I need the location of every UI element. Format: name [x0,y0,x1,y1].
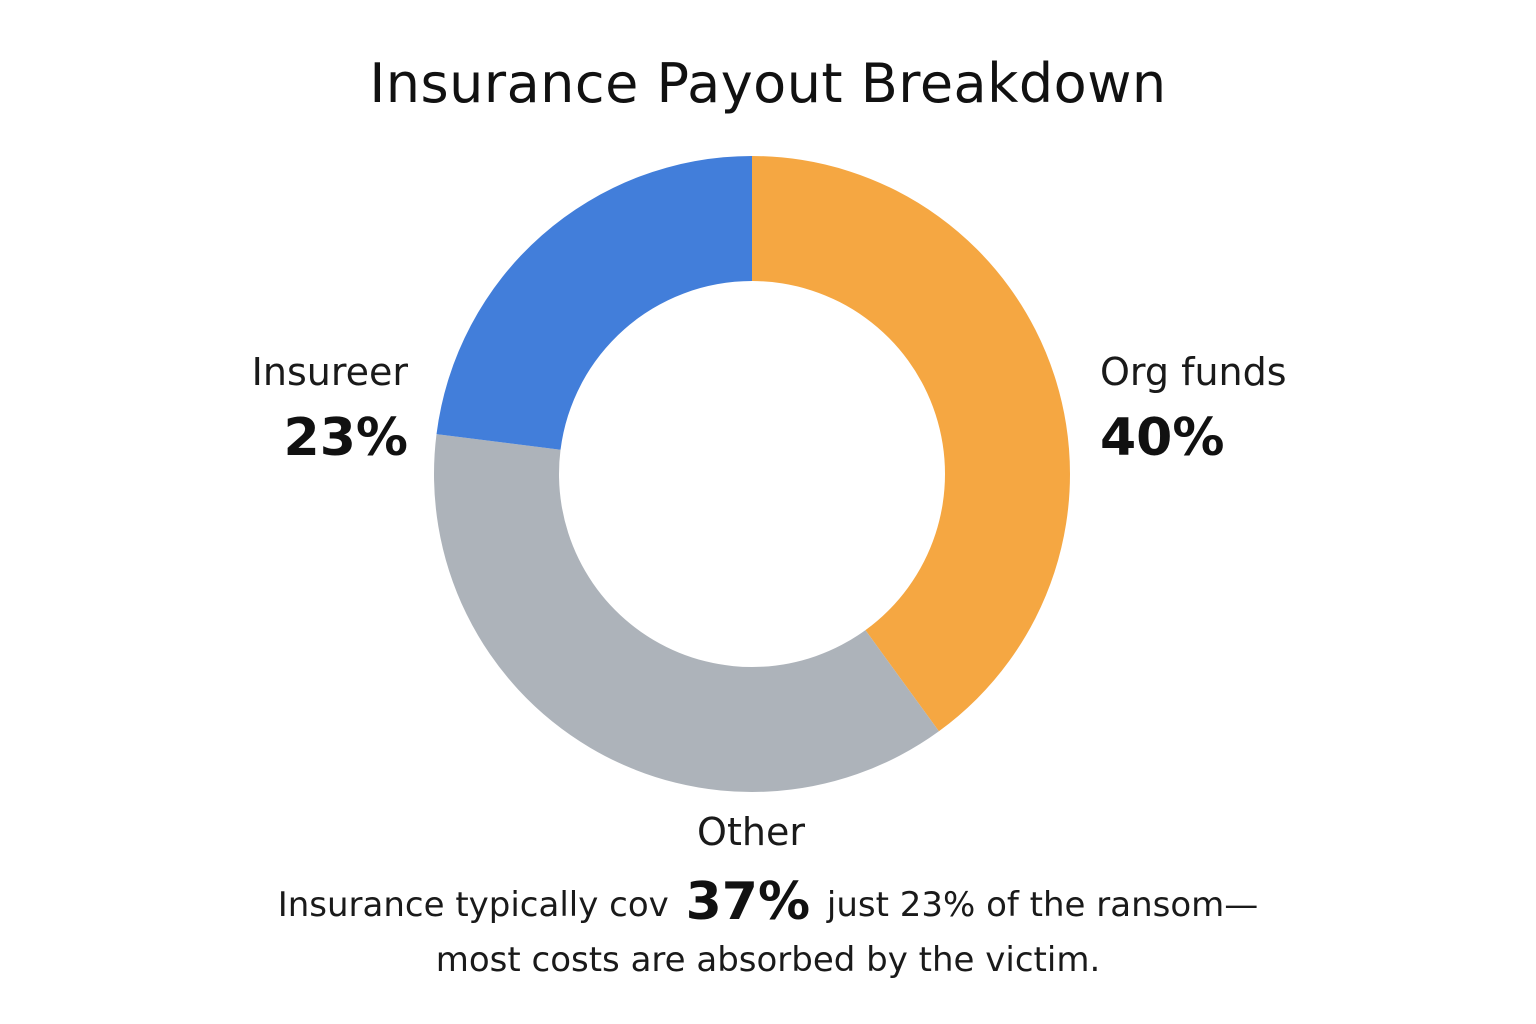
caption-text-2: just 23% of the ransom— [826,885,1259,925]
slice-value-org-funds: 40% [1100,408,1225,468]
caption-line-1: Insurance typically cov 37% just 23% of … [0,872,1536,932]
chart-title: Insurance Payout Breakdown [369,52,1167,115]
slice-label-insureer: Insureer [251,350,408,394]
slice-label-other: Other [697,810,805,854]
donut-slice-insureer [436,156,752,450]
caption-line-2: most costs are absorbed by the victim. [435,940,1101,980]
slice-label-org-funds: Org funds [1100,350,1287,394]
donut-slice-org-funds [752,156,1070,732]
donut-slice-other [434,434,939,792]
slice-value-insureer: 23% [283,408,408,468]
caption-text-1: Insurance typically cov [277,885,669,925]
slice-value-other: 37% [685,872,811,932]
